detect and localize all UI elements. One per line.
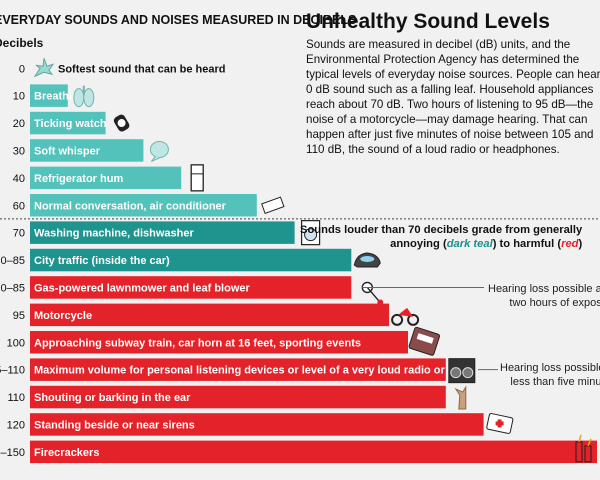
car-icon: [353, 252, 381, 268]
bar: [30, 303, 390, 327]
intro-line: reach about 70 dB. Two hours of listenin…: [306, 98, 594, 111]
bar-label: Soft whisper: [34, 145, 101, 157]
intro-line: noise of a motorcycle—may damage hearing…: [306, 113, 588, 126]
decibel-tick-label: 40: [13, 173, 25, 185]
decibel-tick-label: 10: [13, 91, 25, 103]
grade-note-text: ): [578, 238, 583, 250]
intro-line: typical levels of everyday noise sources…: [306, 68, 600, 81]
decibel-tick-label: 140–150: [0, 447, 25, 459]
bar: [30, 111, 106, 135]
refrigerator-icon: [190, 164, 204, 192]
bar-label: Refrigerator hum: [34, 173, 123, 185]
bar: [30, 221, 295, 244]
bar: [30, 166, 182, 190]
bar: [30, 331, 408, 354]
bar-label: City traffic (inside the car): [34, 255, 170, 267]
bar-label: Shouting or barking in the ear: [34, 392, 191, 404]
watch-icon: [113, 114, 130, 132]
intro-line: Environmental Protection Agency has dete…: [306, 53, 580, 66]
grade-note-line: Sounds louder than 70 decibels grade fro…: [300, 224, 583, 236]
bar-label: Firecrackers: [34, 447, 99, 459]
subway-train-icon: [408, 326, 441, 356]
grade-note-text: ) to harmful (: [492, 238, 562, 250]
speaker-icon: [448, 358, 476, 384]
bar-label: Ticking watch: [34, 118, 107, 130]
intro-line: Sounds are measured in decibel (dB) unit…: [306, 38, 571, 51]
dog-icon: [454, 385, 467, 410]
decibel-tick-label: 80–85: [0, 282, 25, 294]
note-line: two hours of exposure: [509, 297, 600, 309]
bar: [30, 139, 144, 162]
axis-unit-label: Decibels: [0, 36, 44, 50]
decibel-tick-label: 95: [13, 310, 25, 322]
bar: [30, 385, 446, 409]
decibel-tick-label: 120: [7, 419, 25, 431]
decibel-tick-label: 20: [13, 118, 25, 130]
decibel-tick-label: 110: [7, 392, 25, 404]
whisper-icon: [149, 140, 169, 162]
bar: [30, 248, 352, 272]
leaf-icon: [33, 58, 55, 78]
bar-label: Normal conversation, air conditioner: [34, 200, 227, 212]
bar-label: Breathing: [34, 91, 85, 103]
decibel-tick-label: 80–85: [0, 255, 25, 267]
grade-note: Sounds louder than 70 decibels grade fro…: [300, 223, 582, 251]
decibel-tick-label: 70: [13, 228, 25, 240]
bar-label: Softest sound that can be heard: [58, 63, 225, 75]
red-word: red: [561, 238, 579, 250]
intro-text: Sounds are measured in decibel (dB) unit…: [306, 37, 600, 157]
bar-label: Washing machine, dishwasher: [34, 228, 194, 240]
motorcycle-icon: [391, 307, 420, 326]
air-conditioner-icon: [261, 196, 285, 215]
lawnmower-icon: [361, 281, 384, 306]
decibel-tick-label: 30: [13, 145, 25, 157]
bar: [30, 358, 446, 381]
note-line: Hearing loss possible after: [488, 283, 600, 295]
bar: [30, 84, 68, 107]
five-minutes-note: Hearing loss possible in less than five …: [500, 361, 600, 389]
bar-label: Maximum volume for personal listening de…: [34, 365, 463, 377]
decibel-tick-label: 0: [19, 63, 25, 75]
intro-line: 0 dB sound such as a falling leaf. House…: [306, 83, 594, 96]
intro-line: 110 dB, the sound of a loud radio or hea…: [306, 143, 560, 156]
page-title: Unhealthy Sound Levels: [306, 10, 550, 33]
ambulance-icon: [486, 413, 514, 434]
bar: [30, 440, 597, 464]
grade-note-text: annoying (: [390, 238, 447, 250]
intro-line: happen after just five minutes of noise …: [306, 128, 594, 141]
bar: [30, 413, 484, 436]
washing-machine-icon: [301, 220, 321, 246]
decibel-tick-label: 100: [7, 337, 25, 349]
bar-label: Motorcycle: [34, 310, 92, 322]
lungs-icon: [73, 85, 95, 108]
grade-note-line: annoying (dark teal) to harmful (red): [300, 237, 582, 251]
two-hours-note: Hearing loss possible after two hours of…: [488, 282, 600, 310]
decibel-tick-label: 105–110: [0, 365, 25, 377]
bar-label: Standing beside or near sirens: [34, 419, 195, 431]
dark-teal-word: dark teal: [446, 238, 493, 250]
bar: [30, 276, 352, 299]
firecracker-icon: [575, 434, 592, 463]
note-line: less than five minutes: [510, 376, 600, 388]
bar: [30, 194, 257, 217]
bar-label: Approaching subway train, car horn at 16…: [34, 337, 361, 349]
bar-label: Gas-powered lawnmower and leaf blower: [34, 282, 250, 294]
decibel-tick-label: 60: [13, 200, 25, 212]
chart-heading: EVERYDAY SOUNDS AND NOISES MEASURED IN D…: [0, 13, 357, 27]
note-line: Hearing loss possible in: [500, 362, 600, 374]
